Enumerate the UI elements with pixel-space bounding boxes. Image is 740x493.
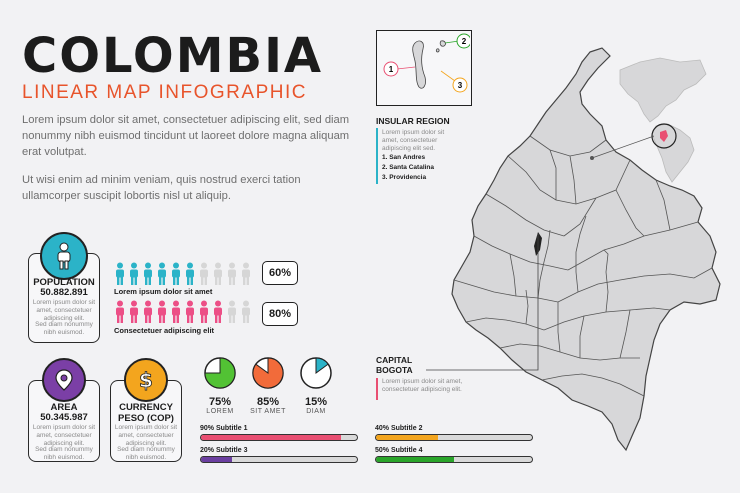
person-icon — [142, 300, 154, 324]
pie-slice — [204, 357, 236, 389]
insular-accent-line — [376, 128, 378, 184]
person-icon — [128, 300, 140, 324]
pie-chart-lorem — [204, 357, 236, 389]
person-icon — [142, 262, 154, 286]
currency-badge: $ — [124, 358, 168, 402]
insular-marker-3: 3 — [458, 81, 463, 90]
population-value: 50.882.891 — [40, 287, 88, 298]
intro-paragraph-1: Lorem ipsum dolor sit amet, consectetuer… — [22, 114, 350, 158]
population-badge — [40, 232, 88, 280]
person-icon — [198, 300, 210, 324]
person-icon — [198, 262, 210, 286]
progress-fill-4 — [376, 457, 454, 462]
bar-label-4: 50% Subtitle 4 — [375, 447, 423, 454]
insular-item-1: 1. San Andres — [382, 154, 426, 161]
progress-fill-1 — [201, 435, 342, 440]
insular-region-title: INSULAR REGION — [376, 116, 450, 126]
person-icon — [184, 300, 196, 324]
currency-desc-2: Sed diam nonummy nibh euismod. — [117, 446, 175, 461]
people-row-teal — [114, 262, 252, 286]
insular-item-3: 3. Providencia — [382, 174, 427, 181]
area-value: 50.345.987 — [40, 412, 88, 423]
person-icon — [212, 300, 224, 324]
pie-slice — [252, 357, 284, 389]
person-icon — [170, 262, 182, 286]
person-icon — [226, 300, 238, 324]
page-subtitle: LINEAR MAP INFOGRAPHIC — [22, 82, 307, 103]
person-icon — [170, 300, 182, 324]
people-row-caption-1: Lorem ipsum dolor sit amet — [114, 287, 213, 296]
dollar-icon: $ — [139, 368, 154, 392]
population-label: POPULATION — [33, 277, 95, 288]
stat-label-sit-amet: SIT AMET — [250, 408, 286, 415]
percent-bubble-1: 60% — [262, 261, 298, 285]
stat-value-diam: 15% — [304, 396, 328, 408]
person-icon — [212, 262, 224, 286]
colombia-map — [451, 47, 721, 452]
person-icon — [114, 300, 126, 324]
people-row-pink — [114, 300, 252, 324]
world-locator-map — [619, 57, 707, 183]
area-badge — [42, 358, 86, 402]
page-title: COLOMBIA — [22, 28, 324, 84]
progress-bar-2 — [375, 434, 533, 441]
person-icon — [57, 242, 71, 270]
pie-chart-diam — [300, 357, 332, 389]
person-icon — [114, 262, 126, 286]
pie-slice — [315, 357, 329, 374]
bar-label-3: 20% Subtitle 3 — [200, 447, 248, 454]
person-icon — [156, 262, 168, 286]
person-icon — [240, 300, 252, 324]
stat-value-lorem: 75% — [208, 396, 232, 408]
insular-islands-map: 1 2 3 — [383, 33, 472, 93]
person-icon — [128, 262, 140, 286]
capital-title: CAPITAL BOGOTA — [376, 355, 413, 375]
progress-bar-3 — [200, 456, 358, 463]
locator-connector-line — [590, 135, 655, 160]
people-row-caption-2: Consectetuer adipiscing elit — [114, 326, 215, 335]
location-pin-icon — [55, 369, 73, 391]
progress-fill-2 — [376, 435, 439, 440]
capital-desc: Lorem ipsum dolor sit amet, consectetuer… — [382, 378, 463, 393]
insular-marker-2: 2 — [462, 37, 467, 46]
stat-value-sit-amet: 85% — [256, 396, 280, 408]
population-desc-1: Lorem ipsum dolor sit amet, consectetuer… — [32, 299, 96, 322]
capital-accent-line — [376, 378, 378, 400]
capital-connector-line — [426, 234, 539, 371]
area-desc-1: Lorem ipsum dolor sit amet, consectetuer… — [32, 424, 96, 447]
percent-bubble-2: 80% — [262, 302, 298, 326]
insular-marker-1: 1 — [389, 65, 394, 74]
person-icon — [156, 300, 168, 324]
currency-desc-1: Lorem ipsum dolor sit amet, consectetuer… — [114, 424, 178, 447]
bar-label-2: 40% Subtitle 2 — [375, 425, 423, 432]
area-desc-2: Sed diam nonummy nibh euismod. — [35, 446, 93, 461]
progress-bar-1 — [200, 434, 358, 441]
insular-item-2: 2. Santa Catalina — [382, 164, 435, 171]
area-label: AREA — [50, 402, 78, 413]
insular-desc: Lorem ipsum dolor sit amet, consectetuer… — [382, 129, 445, 152]
currency-label: CURRENCY PESO (COP) — [118, 402, 174, 424]
progress-bar-4 — [375, 456, 533, 463]
svg-text:$: $ — [139, 368, 153, 392]
stat-label-diam: DIAM — [306, 408, 326, 415]
stat-label-lorem: LOREM — [206, 408, 234, 415]
insular-inset-box: 1 2 3 — [376, 30, 472, 106]
person-icon — [184, 262, 196, 286]
person-icon — [226, 262, 238, 286]
person-icon — [240, 262, 252, 286]
bar-label-1: 90% Subtitle 1 — [200, 425, 248, 432]
population-desc-2: Sed diam nonummy nibh euismod. — [35, 321, 93, 336]
pie-chart-sit-amet — [252, 357, 284, 389]
progress-fill-3 — [201, 457, 233, 462]
intro-paragraph-2: Ut wisi enim ad minim veniam, quis nostr… — [22, 174, 301, 202]
